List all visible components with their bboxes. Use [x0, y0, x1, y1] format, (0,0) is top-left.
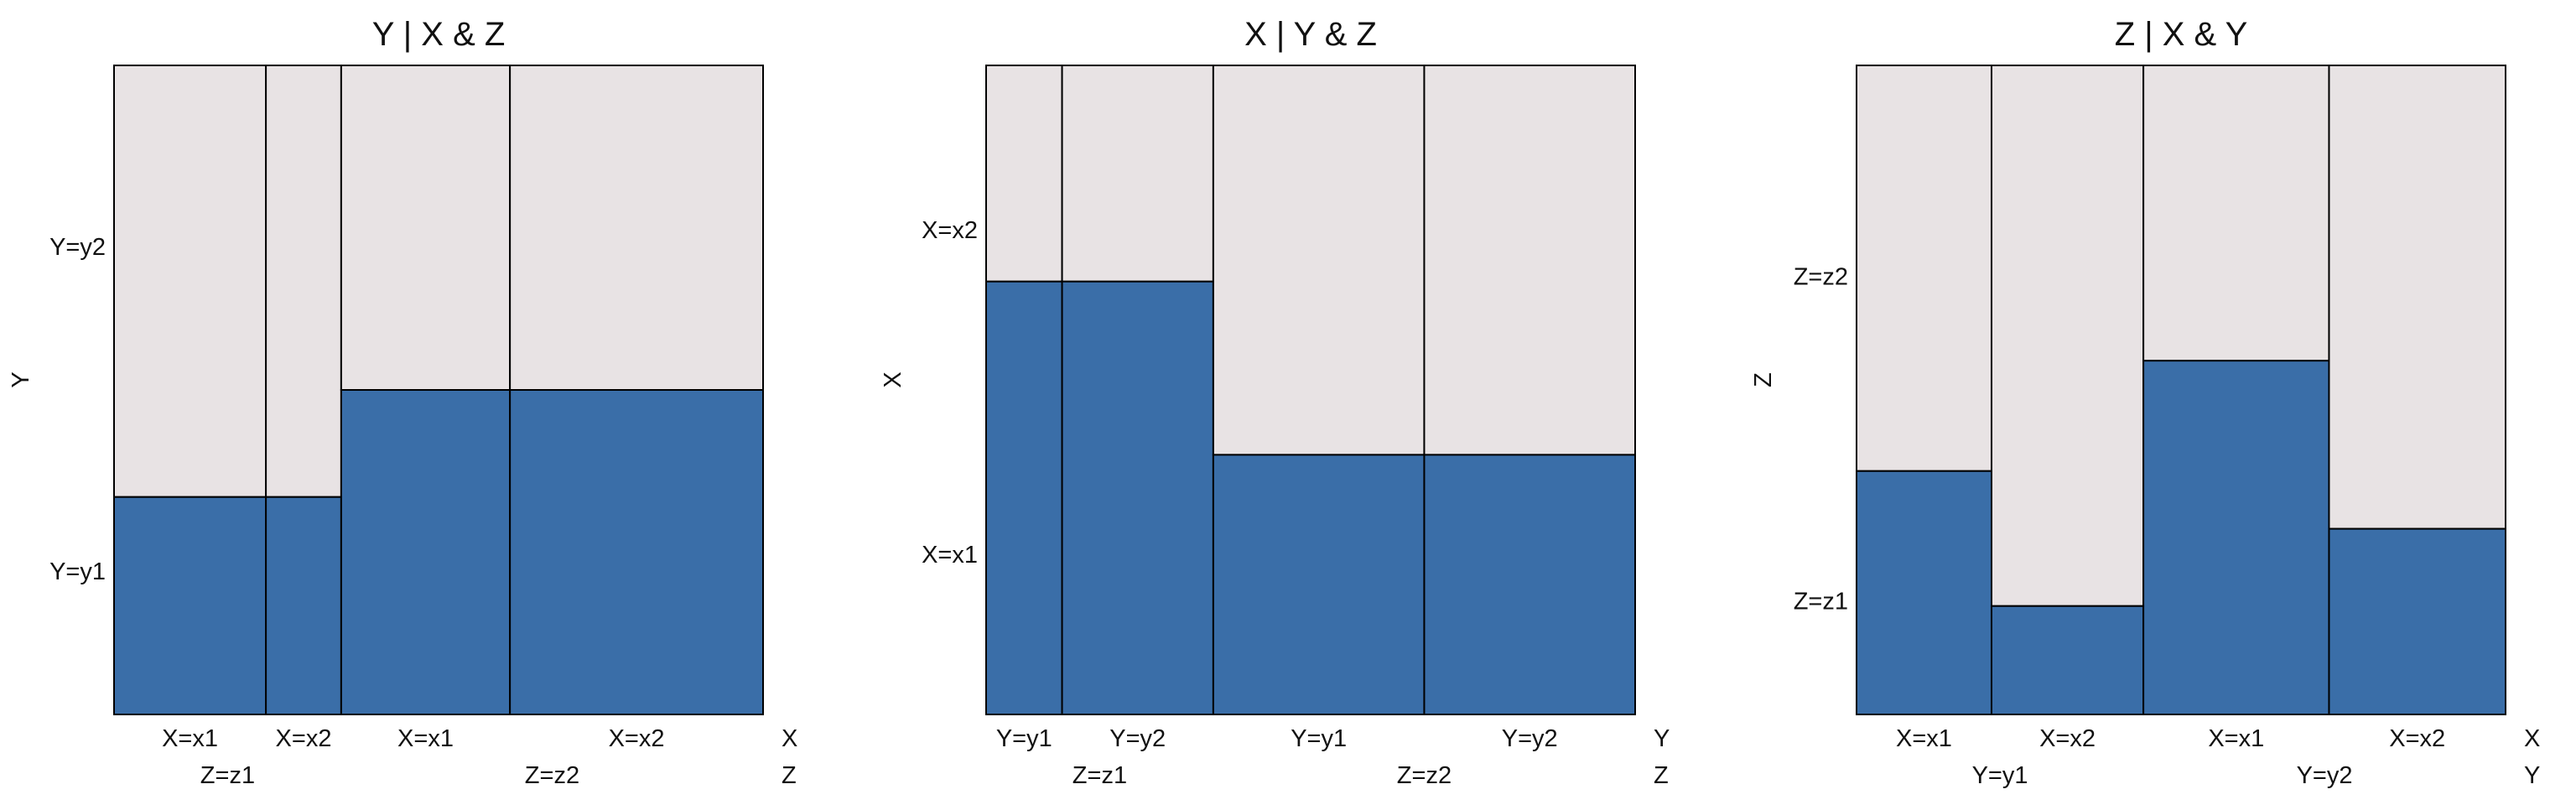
mosaic-tile-upper — [265, 65, 342, 498]
x-var-name: X — [782, 725, 797, 752]
x-var-name: Z — [782, 762, 797, 789]
x-tick-label: X=x1 — [1896, 725, 1952, 752]
x-group-label: Z=z2 — [525, 762, 579, 789]
mosaic-tile-lower — [265, 496, 342, 716]
mosaic-tile-lower — [509, 389, 764, 715]
mosaic-tile-upper — [1423, 65, 1636, 456]
chart-title: Y | X & Z — [372, 16, 506, 53]
mosaic-tile-lower — [2142, 360, 2330, 715]
plot-frame — [113, 65, 764, 715]
mosaic-tile-lower — [1212, 454, 1426, 716]
mosaic-tile-lower — [1423, 454, 1636, 716]
x-var-name: X — [2524, 725, 2540, 752]
x-tick-label: X=x1 — [397, 725, 454, 752]
y-var-name: X — [880, 371, 906, 387]
mosaic-tile-upper — [1212, 65, 1426, 456]
mosaic-tile-upper — [1856, 65, 1992, 472]
x-tick-label: X=x1 — [2208, 725, 2264, 752]
x-group-label: Z=z2 — [1397, 762, 1452, 789]
plot-frame — [985, 65, 1636, 715]
mosaic-tile-upper — [340, 65, 512, 391]
x-tick-label: Y=y2 — [1109, 725, 1166, 752]
mosaic-tile-upper — [1990, 65, 2145, 607]
mosaic-panel: X | Y & Z Y=y1 Y=y2 Z=z1 Y=y1 Y=y2 Z=z2 YZ X=x1 X… — [880, 16, 1670, 789]
y-level-label: Z=z1 — [1794, 588, 1848, 615]
y-level-label: Z=z2 — [1794, 263, 1848, 290]
x-var-name: Y — [1654, 725, 1670, 752]
mosaic-tile-upper — [509, 65, 764, 391]
x-var-name: Y — [2524, 762, 2540, 789]
plot-frame — [1856, 65, 2506, 715]
mosaic-panel: Y | X & Z X=x1 X=x2 Z=z1 X=x1 X=x2 Z=z2 XZ Y=y1 Y… — [8, 16, 797, 789]
x-tick-label: Y=y1 — [1291, 725, 1347, 752]
x-tick-label: Y=y2 — [1502, 725, 1558, 752]
x-tick-label: X=x1 — [162, 725, 218, 752]
mosaic-tile-lower — [1061, 280, 1214, 715]
x-group-label: Y=y1 — [1972, 762, 2028, 789]
y-level-label: Y=y1 — [49, 558, 106, 585]
chart-title: Z | X & Y — [2115, 16, 2248, 53]
mosaic-tile-upper — [2142, 65, 2330, 362]
mosaic-tile-lower — [1856, 470, 1992, 715]
x-group-label: Z=z1 — [200, 762, 255, 789]
mosaic-tile-lower — [1990, 605, 2145, 715]
chart-title: X | Y & Z — [1244, 16, 1377, 53]
y-level-label: X=x2 — [922, 217, 978, 244]
x-tick-label: X=x2 — [609, 725, 665, 752]
mosaic-tile-upper — [985, 65, 1063, 283]
y-level-label: Y=y2 — [49, 234, 106, 261]
y-level-label: X=x1 — [922, 542, 978, 569]
x-tick-label: Y=y1 — [996, 725, 1052, 752]
mosaic-tile-upper — [113, 65, 267, 498]
mosaic-tile-upper — [1061, 65, 1214, 283]
mosaic-tile-lower — [2328, 527, 2506, 715]
mosaic-tile-upper — [2328, 65, 2506, 530]
mosaic-panel: Z | X & Y X=x1 X=x2 Y=y1 X=x1 X=x2 Y=y2 XY Z=z1 Z… — [1750, 16, 2540, 789]
x-tick-label: X=x2 — [276, 725, 332, 752]
x-group-label: Y=y2 — [2297, 762, 2353, 789]
y-var-name: Z — [1750, 372, 1777, 387]
x-tick-label: X=x2 — [2039, 725, 2096, 752]
mosaic-tile-lower — [113, 496, 267, 716]
x-group-label: Z=z1 — [1072, 762, 1127, 789]
y-var-name: Y — [8, 371, 34, 387]
x-var-name: Z — [1654, 762, 1669, 789]
mosaic-tile-lower — [340, 389, 512, 715]
mosaic-tile-lower — [985, 280, 1063, 715]
x-tick-label: X=x2 — [2389, 725, 2445, 752]
